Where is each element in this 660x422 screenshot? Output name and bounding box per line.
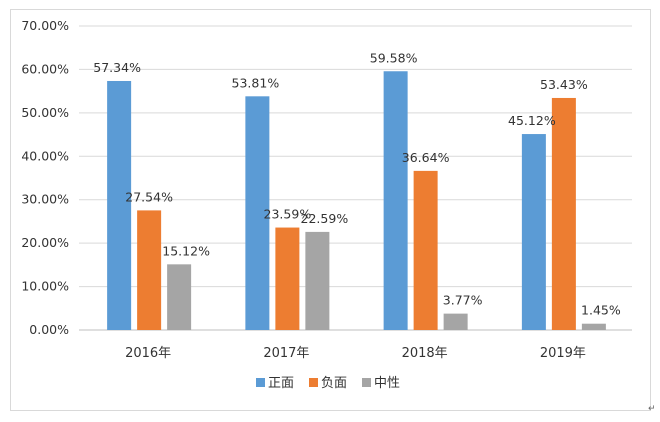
x-category-label: 2017年 bbox=[263, 346, 309, 361]
bar-3-4 bbox=[581, 323, 606, 330]
y-tick-label: 10.00% bbox=[21, 279, 69, 294]
bar-1-2 bbox=[245, 96, 270, 331]
y-axis: 0.00% 10.00% 20.00% 30.00% 40.00% 50.00% 60.00… bbox=[21, 18, 69, 337]
data-label: 53.43% bbox=[540, 77, 588, 92]
data-label: 57.34% bbox=[93, 60, 141, 75]
y-tick-label: 0.00% bbox=[29, 322, 69, 337]
paragraph-mark-icon: ↵ bbox=[648, 404, 656, 414]
y-tick-label: 50.00% bbox=[21, 105, 69, 120]
bar-1-4 bbox=[521, 134, 546, 330]
bar-1-1 bbox=[107, 80, 132, 331]
x-axis: 2016年 2017年 2018年 2019年 bbox=[125, 346, 586, 361]
data-label: 36.64% bbox=[402, 150, 450, 165]
data-label: 27.54% bbox=[125, 189, 173, 204]
legend-swatch bbox=[362, 378, 371, 387]
x-category-label: 2018年 bbox=[402, 346, 448, 361]
y-tick-label: 70.00% bbox=[21, 18, 69, 33]
data-label: 59.58% bbox=[370, 50, 418, 65]
y-tick-label: 60.00% bbox=[21, 61, 69, 76]
bar-2-4 bbox=[551, 97, 576, 330]
bar-3-1 bbox=[167, 264, 192, 330]
data-label: 15.12% bbox=[162, 243, 210, 258]
y-tick-label: 20.00% bbox=[21, 235, 69, 250]
legend-swatch bbox=[256, 378, 265, 387]
x-category-label: 2016年 bbox=[125, 346, 171, 361]
data-label: 23.59% bbox=[264, 207, 312, 222]
bar-3-2 bbox=[305, 231, 330, 330]
legend-label: 中性 bbox=[374, 376, 400, 391]
legend: 正面 负面 中性 bbox=[256, 376, 400, 391]
bars bbox=[107, 71, 606, 331]
legend-label: 正面 bbox=[268, 376, 294, 391]
y-tick-label: 40.00% bbox=[21, 148, 69, 163]
bar-2-1 bbox=[137, 210, 162, 330]
bar-2-3 bbox=[413, 170, 438, 330]
y-tick-label: 30.00% bbox=[21, 192, 69, 207]
bar-1-3 bbox=[383, 71, 408, 331]
data-label: 1.45% bbox=[581, 303, 621, 318]
gridlines bbox=[79, 25, 632, 331]
bar-2-2 bbox=[275, 227, 300, 330]
data-labels: 57.34% 27.54% 15.12% 53.81% 23.59%22.59% 59.5… bbox=[93, 50, 621, 317]
data-label: 45.12% bbox=[508, 113, 556, 128]
legend-swatch bbox=[309, 378, 318, 387]
x-category-label: 2019年 bbox=[540, 346, 586, 361]
data-label: 22.59% bbox=[301, 211, 349, 226]
bar-3-3 bbox=[443, 313, 468, 330]
legend-label: 负面 bbox=[321, 376, 347, 391]
data-label: 53.81% bbox=[232, 75, 280, 90]
data-label: 3.77% bbox=[443, 293, 483, 308]
